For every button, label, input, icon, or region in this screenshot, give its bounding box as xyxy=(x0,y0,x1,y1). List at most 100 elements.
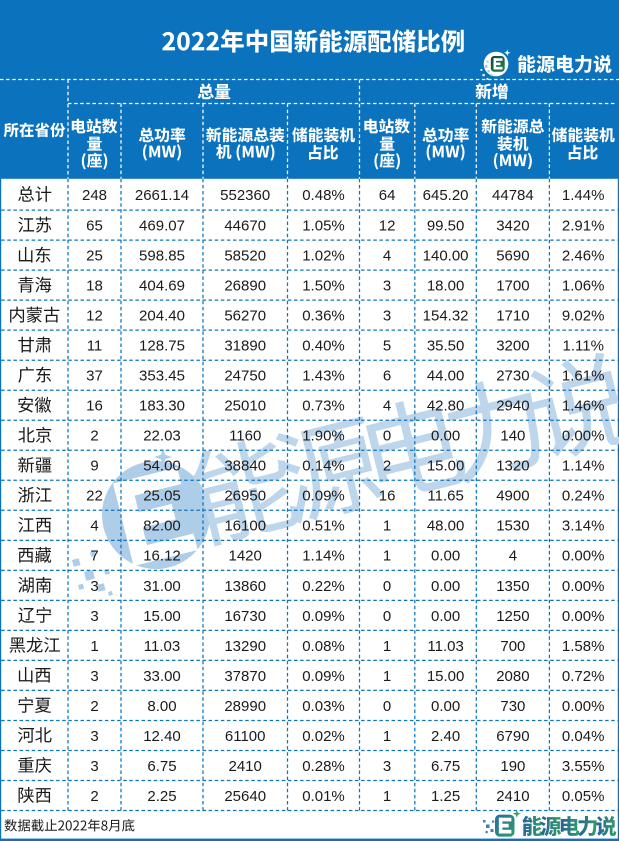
svg-text:1.05%: 1.05% xyxy=(302,218,345,235)
svg-text:0.00: 0.00 xyxy=(431,548,460,565)
svg-text:25010: 25010 xyxy=(224,398,266,415)
svg-text:0: 0 xyxy=(383,428,391,445)
svg-text:1530: 1530 xyxy=(496,518,529,535)
svg-text:2.25: 2.25 xyxy=(147,788,176,805)
svg-text:0.00%: 0.00% xyxy=(562,548,605,565)
svg-text:3420: 3420 xyxy=(496,218,529,235)
svg-text:469.07: 469.07 xyxy=(139,218,185,235)
svg-text:183.30: 183.30 xyxy=(139,398,185,415)
svg-text:1: 1 xyxy=(383,518,391,535)
svg-text:12: 12 xyxy=(379,218,396,235)
svg-text:0.24%: 0.24% xyxy=(562,488,605,505)
svg-text:6: 6 xyxy=(383,368,391,385)
svg-text:13290: 13290 xyxy=(224,638,266,655)
svg-text:3: 3 xyxy=(90,608,98,625)
svg-text:1: 1 xyxy=(383,638,391,655)
svg-text:2730: 2730 xyxy=(496,368,529,385)
svg-text:0.00: 0.00 xyxy=(431,428,460,445)
svg-text:3: 3 xyxy=(383,278,391,295)
svg-text:9: 9 xyxy=(90,458,98,475)
svg-text:1.43%: 1.43% xyxy=(302,368,345,385)
svg-text:1: 1 xyxy=(90,638,98,655)
svg-text:140.00: 140.00 xyxy=(423,248,469,265)
svg-text:1.44%: 1.44% xyxy=(562,187,605,204)
svg-text:1.14%: 1.14% xyxy=(302,548,345,565)
svg-text:6.75: 6.75 xyxy=(431,758,460,775)
svg-text:11.65: 11.65 xyxy=(427,488,463,505)
svg-text:1.14%: 1.14% xyxy=(562,458,605,475)
svg-text:2940: 2940 xyxy=(496,398,529,415)
svg-text:404.69: 404.69 xyxy=(139,278,185,295)
svg-text:1: 1 xyxy=(383,728,391,745)
svg-text:2: 2 xyxy=(90,788,98,805)
svg-text:2.91%: 2.91% xyxy=(562,218,605,235)
svg-text:0.02%: 0.02% xyxy=(302,728,345,745)
svg-text:3: 3 xyxy=(383,308,391,325)
svg-text:12: 12 xyxy=(86,308,103,325)
svg-text:6.75: 6.75 xyxy=(147,758,176,775)
svg-text:0.40%: 0.40% xyxy=(302,338,345,355)
svg-text:31.00: 31.00 xyxy=(143,578,181,595)
svg-text:11.03: 11.03 xyxy=(144,638,180,655)
svg-text:16: 16 xyxy=(379,488,396,505)
svg-text:35.50: 35.50 xyxy=(427,338,465,355)
svg-text:0.00%: 0.00% xyxy=(562,428,605,445)
svg-text:15.00: 15.00 xyxy=(427,458,465,475)
svg-text:2410: 2410 xyxy=(229,758,262,775)
svg-text:0.00%: 0.00% xyxy=(562,698,605,715)
svg-text:0.48%: 0.48% xyxy=(302,187,345,204)
svg-text:16100: 16100 xyxy=(224,518,266,535)
svg-text:0.14%: 0.14% xyxy=(302,458,345,475)
svg-text:1.61%: 1.61% xyxy=(562,368,605,385)
svg-text:1.02%: 1.02% xyxy=(302,248,345,265)
svg-text:2.40: 2.40 xyxy=(431,728,460,745)
svg-text:0.08%: 0.08% xyxy=(302,638,345,655)
svg-text:3: 3 xyxy=(90,578,98,595)
svg-text:0: 0 xyxy=(383,698,391,715)
svg-text:7: 7 xyxy=(90,548,98,565)
svg-text:0.00%: 0.00% xyxy=(562,608,605,625)
svg-text:25640: 25640 xyxy=(224,788,266,805)
svg-text:42.80: 42.80 xyxy=(427,398,465,415)
svg-text:31890: 31890 xyxy=(224,338,266,355)
svg-text:61100: 61100 xyxy=(225,728,266,745)
svg-text:1: 1 xyxy=(383,548,391,565)
svg-text:25.05: 25.05 xyxy=(143,488,181,505)
svg-text:154.32: 154.32 xyxy=(423,308,469,325)
svg-text:8.00: 8.00 xyxy=(147,698,176,715)
svg-text:44784: 44784 xyxy=(492,187,534,204)
svg-text:0.04%: 0.04% xyxy=(562,728,605,745)
svg-text:48.00: 48.00 xyxy=(427,518,465,535)
svg-text:4: 4 xyxy=(383,248,391,265)
svg-text:26950: 26950 xyxy=(224,488,266,505)
svg-text:598.85: 598.85 xyxy=(139,248,185,265)
svg-text:82.00: 82.00 xyxy=(143,518,181,535)
svg-text:5: 5 xyxy=(383,338,391,355)
svg-text:3: 3 xyxy=(90,728,98,745)
svg-text:2080: 2080 xyxy=(496,668,529,685)
svg-text:58520: 58520 xyxy=(224,248,266,265)
svg-text:0.00: 0.00 xyxy=(431,578,460,595)
svg-text:44670: 44670 xyxy=(224,218,266,235)
svg-text:1320: 1320 xyxy=(496,458,529,475)
svg-text:2: 2 xyxy=(90,698,98,715)
svg-text:2410: 2410 xyxy=(496,788,529,805)
svg-text:0.28%: 0.28% xyxy=(302,758,345,775)
svg-text:128.75: 128.75 xyxy=(139,338,185,355)
svg-text:730: 730 xyxy=(500,698,525,715)
svg-text:3.14%: 3.14% xyxy=(562,518,605,535)
svg-text:0.36%: 0.36% xyxy=(302,308,345,325)
svg-text:1: 1 xyxy=(383,788,391,805)
svg-text:22.03: 22.03 xyxy=(143,428,181,445)
svg-text:28990: 28990 xyxy=(224,698,266,715)
svg-text:140: 140 xyxy=(500,428,525,445)
svg-text:0.22%: 0.22% xyxy=(302,578,345,595)
svg-text:552360: 552360 xyxy=(220,187,270,204)
svg-text:24750: 24750 xyxy=(224,368,266,385)
svg-text:1.46%: 1.46% xyxy=(562,398,605,415)
svg-text:0: 0 xyxy=(383,608,391,625)
svg-text:56270: 56270 xyxy=(224,308,266,325)
svg-text:0.00%: 0.00% xyxy=(562,578,605,595)
svg-text:1420: 1420 xyxy=(229,548,262,565)
svg-text:0.00: 0.00 xyxy=(431,608,460,625)
